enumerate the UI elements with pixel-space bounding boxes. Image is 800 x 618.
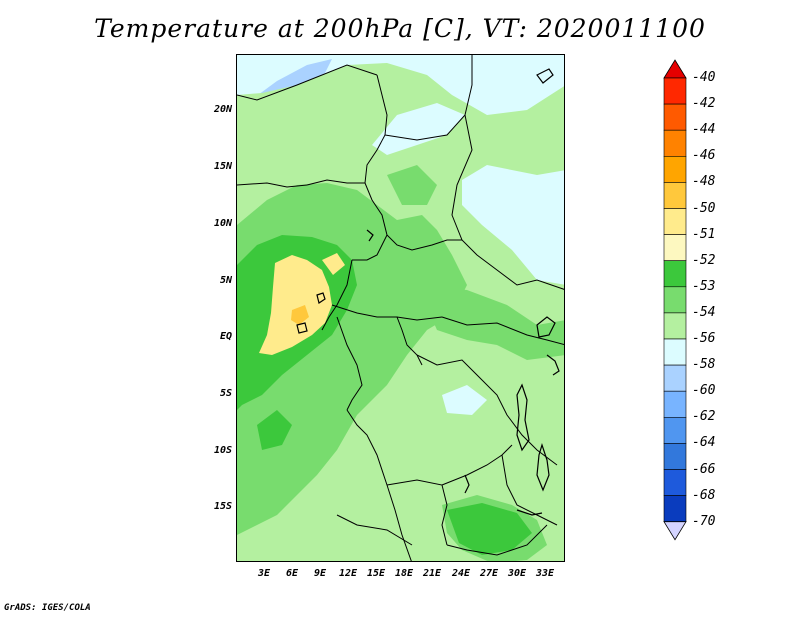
legend-label: -40 bbox=[692, 70, 716, 85]
color-legend bbox=[663, 59, 687, 541]
region-minus51-south bbox=[447, 503, 532, 555]
legend-swatch bbox=[663, 260, 687, 288]
lat-label: 5N bbox=[219, 275, 232, 286]
region-minus52-central bbox=[417, 285, 564, 360]
map-title: Temperature at 200hPa [C], VT: 202001110… bbox=[94, 14, 706, 43]
legend-label: -64 bbox=[692, 435, 716, 451]
legend-swatch bbox=[663, 286, 687, 314]
lat-label: 15N bbox=[213, 161, 232, 172]
legend-swatch bbox=[663, 364, 687, 392]
legend-swatch bbox=[663, 103, 687, 131]
legend-label: -62 bbox=[692, 409, 716, 425]
temperature-map bbox=[237, 55, 564, 561]
legend-swatch bbox=[663, 390, 687, 418]
legend-label: -58 bbox=[692, 357, 716, 373]
legend-swatch bbox=[663, 443, 687, 470]
region-minus52-north bbox=[387, 165, 437, 205]
legend-swatch bbox=[663, 208, 687, 235]
legend-swatch bbox=[663, 495, 687, 523]
legend-lower-cap bbox=[663, 521, 687, 541]
legend-label: -56 bbox=[692, 331, 716, 346]
legend-swatch bbox=[663, 234, 687, 262]
legend-label: -66 bbox=[692, 461, 716, 477]
lon-label: 27E bbox=[479, 568, 499, 579]
legend-label: -46 bbox=[692, 148, 716, 164]
lon-label: 33E bbox=[535, 568, 555, 579]
legend-swatch bbox=[663, 77, 687, 105]
region-c-cyan bbox=[442, 385, 487, 415]
country-borders bbox=[237, 55, 564, 561]
credit-text: GrADS: IGES/COLA bbox=[4, 603, 91, 613]
lon-label: 18E bbox=[394, 568, 414, 579]
region-ne-cyan bbox=[462, 165, 564, 285]
legend-label: -54 bbox=[692, 304, 716, 320]
region-warm-patch bbox=[322, 253, 345, 275]
lake-outlines bbox=[296, 68, 560, 516]
region-n-cyan bbox=[372, 103, 465, 155]
legend-upper-cap bbox=[663, 59, 687, 79]
lat-label: 15S bbox=[213, 501, 232, 512]
legend-label: -68 bbox=[692, 487, 716, 503]
lon-label: 12E bbox=[338, 568, 358, 579]
legend-swatch bbox=[663, 469, 687, 496]
lon-label: 6E bbox=[285, 568, 299, 579]
legend-swatch bbox=[663, 129, 687, 157]
legend-swatch bbox=[663, 416, 687, 444]
legend-label: -48 bbox=[692, 174, 716, 190]
legend-label: -51 bbox=[692, 226, 716, 242]
legend-label: -60 bbox=[692, 383, 716, 399]
lat-label: 20N bbox=[213, 104, 232, 115]
legend-swatch bbox=[663, 312, 687, 340]
legend-label: -42 bbox=[692, 96, 716, 112]
legend-swatch bbox=[663, 182, 687, 209]
legend-label: -52 bbox=[692, 252, 716, 268]
lon-label: 24E bbox=[451, 568, 471, 579]
legend-label: -50 bbox=[692, 200, 716, 216]
region-hot-spot bbox=[291, 305, 309, 325]
lat-label: EQ bbox=[219, 331, 232, 342]
map-panel bbox=[236, 54, 565, 562]
legend-swatch bbox=[663, 156, 687, 183]
lat-label: 10N bbox=[213, 218, 232, 229]
legend-swatch bbox=[663, 338, 687, 366]
lat-label: 5S bbox=[219, 388, 232, 399]
lon-label: 9E bbox=[313, 568, 327, 579]
legend-label: -53 bbox=[692, 278, 716, 294]
lat-label: 10S bbox=[213, 445, 232, 456]
lon-label: 15E bbox=[366, 568, 386, 579]
lon-label: 21E bbox=[422, 568, 442, 579]
legend-label: -70 bbox=[692, 513, 716, 529]
region-minus51-sw bbox=[257, 410, 292, 450]
lon-label: 30E bbox=[507, 568, 527, 579]
legend-label: -44 bbox=[692, 122, 716, 138]
lon-label: 3E bbox=[257, 568, 271, 579]
region-warmest bbox=[259, 255, 332, 355]
